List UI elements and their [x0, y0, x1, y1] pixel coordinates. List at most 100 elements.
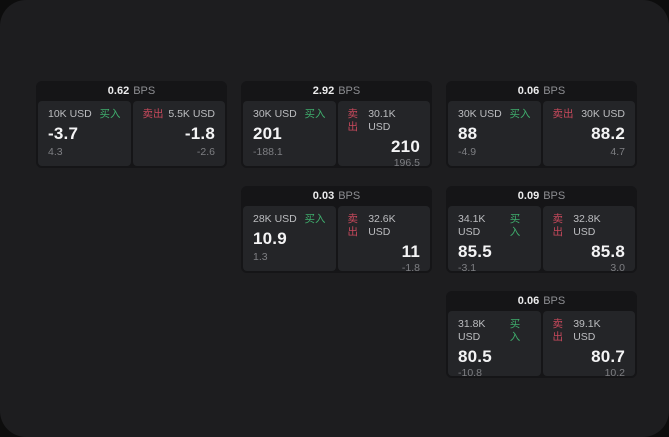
bps-header: 0.03 BPS [243, 186, 430, 206]
buy-delta: -4.9 [458, 146, 477, 158]
buy-side-label: 买入 [304, 108, 326, 120]
sell-panel[interactable]: 卖出 5.5K USD -1.8 -2.6 [132, 101, 225, 166]
sell-delta: 10.2 [604, 367, 625, 379]
sell-amount: 5.5K USD [168, 108, 215, 120]
sell-price: 210 [391, 137, 420, 156]
sell-panel-top: 卖出 30.1K USD [348, 108, 421, 134]
sell-price: -1.8 [184, 124, 215, 143]
bps-header: 0.09 BPS [448, 186, 635, 206]
sell-panel-top: 卖出 32.8K USD [553, 213, 626, 239]
bps-unit-label: BPS [338, 190, 361, 202]
quote-card: 0.62 BPS 10K USD 买入 -3.7 4.3 卖出 [36, 81, 227, 168]
bps-value: 0.09 [517, 190, 540, 202]
sell-panel-top: 卖出 5.5K USD [143, 108, 216, 121]
bps-unit-label: BPS [543, 295, 566, 307]
buy-delta: 4.3 [48, 146, 63, 158]
sell-panel[interactable]: 卖出 39.1K USD 80.7 10.2 [542, 311, 635, 379]
sell-side-label: 卖出 [552, 213, 564, 238]
buy-price: -3.7 [48, 124, 79, 143]
buy-delta: 1.3 [253, 251, 268, 263]
sell-delta: 4.7 [610, 146, 625, 158]
buy-amount: 10K USD [48, 108, 92, 120]
bps-unit-label: BPS [133, 85, 156, 97]
quote-panels: 31.8K USD 买入 80.5 -10.8 卖出 39.1K USD 80.… [448, 311, 635, 379]
buy-panel[interactable]: 30K USD 买入 88 -4.9 [448, 101, 541, 166]
sell-delta: 196.5 [393, 157, 420, 169]
quote-card: 2.92 BPS 30K USD 买入 201 -188.1 卖出 [241, 81, 432, 169]
sell-amount: 32.6K USD [368, 213, 396, 238]
buy-panel[interactable]: 31.8K USD 买入 80.5 -10.8 [448, 311, 541, 379]
sell-price: 80.7 [591, 347, 625, 366]
buy-delta: -10.8 [458, 367, 482, 379]
bps-value: 0.06 [517, 85, 540, 97]
quote-card: 0.06 BPS 31.8K USD 买入 80.5 -10.8 卖 [446, 291, 637, 379]
buy-side-label: 买入 [304, 213, 326, 225]
quote-panels: 28K USD 买入 10.9 1.3 卖出 32.6K USD 11 -1.8 [243, 206, 430, 274]
buy-amount: 31.8K USD [458, 318, 486, 343]
sell-delta: 3.0 [610, 262, 625, 274]
sell-delta: -1.8 [401, 262, 420, 274]
buy-amount: 28K USD [253, 213, 297, 225]
buy-panel[interactable]: 30K USD 买入 201 -188.1 [243, 101, 336, 166]
sell-price: 11 [401, 242, 420, 261]
quote-card: 0.09 BPS 34.1K USD 买入 85.5 -3.1 卖出 [446, 186, 637, 274]
buy-panel-top: 10K USD 买入 [48, 108, 121, 121]
buy-panel-top: 30K USD 买入 [458, 108, 531, 121]
quote-card: 0.03 BPS 28K USD 买入 10.9 1.3 卖出 [241, 186, 432, 274]
bps-header: 0.06 BPS [448, 81, 635, 101]
buy-side-label: 买入 [509, 318, 521, 343]
sell-amount: 39.1K USD [573, 318, 601, 343]
buy-panel-top: 31.8K USD 买入 [458, 318, 531, 344]
buy-amount: 30K USD [253, 108, 297, 120]
sell-side-label: 卖出 [347, 108, 359, 133]
bps-unit-label: BPS [543, 85, 566, 97]
quote-panels: 34.1K USD 买入 85.5 -3.1 卖出 32.8K USD 85.8… [448, 206, 635, 274]
sell-panel[interactable]: 卖出 32.8K USD 85.8 3.0 [542, 206, 635, 274]
bps-value: 2.92 [312, 85, 335, 97]
sell-panel-top: 卖出 39.1K USD [553, 318, 626, 344]
sell-panel-top: 卖出 32.6K USD [348, 213, 421, 239]
buy-price: 80.5 [458, 347, 492, 366]
sell-amount: 30.1K USD [368, 108, 396, 133]
buy-panel[interactable]: 28K USD 买入 10.9 1.3 [243, 206, 336, 271]
quote-panels: 10K USD 买入 -3.7 4.3 卖出 5.5K USD -1.8 -2.… [38, 101, 225, 166]
quote-grid: 0.62 BPS 10K USD 买入 -3.7 4.3 卖出 [36, 81, 637, 379]
sell-delta: -2.6 [196, 146, 215, 158]
buy-side-label: 买入 [509, 108, 531, 120]
buy-panel[interactable]: 34.1K USD 买入 85.5 -3.1 [448, 206, 541, 274]
sell-amount: 30K USD [581, 108, 625, 120]
sell-side-label: 卖出 [552, 318, 564, 343]
buy-price: 88 [458, 124, 478, 143]
sell-side-label: 卖出 [142, 108, 164, 120]
bps-header: 0.62 BPS [38, 81, 225, 101]
bps-header: 0.06 BPS [448, 291, 635, 311]
quote-panels: 30K USD 买入 88 -4.9 卖出 30K USD 88.2 4.7 [448, 101, 635, 166]
buy-panel[interactable]: 10K USD 买入 -3.7 4.3 [38, 101, 131, 166]
sell-price: 85.8 [591, 242, 625, 261]
quote-panels: 30K USD 买入 201 -188.1 卖出 30.1K USD 210 1… [243, 101, 430, 169]
sell-panel[interactable]: 卖出 32.6K USD 11 -1.8 [337, 206, 430, 274]
buy-delta: -188.1 [253, 146, 283, 158]
buy-price: 201 [253, 124, 282, 143]
buy-amount: 34.1K USD [458, 213, 486, 238]
buy-panel-top: 34.1K USD 买入 [458, 213, 531, 239]
sell-panel[interactable]: 卖出 30K USD 88.2 4.7 [542, 101, 635, 166]
buy-price: 85.5 [458, 242, 492, 261]
bps-unit-label: BPS [338, 85, 361, 97]
sell-side-label: 卖出 [552, 108, 574, 120]
sell-side-label: 卖出 [347, 213, 359, 238]
bps-value: 0.62 [107, 85, 130, 97]
sell-panel[interactable]: 卖出 30.1K USD 210 196.5 [337, 101, 430, 169]
sell-amount: 32.8K USD [573, 213, 601, 238]
quote-card: 0.06 BPS 30K USD 买入 88 -4.9 卖出 [446, 81, 637, 168]
buy-amount: 30K USD [458, 108, 502, 120]
bps-header: 2.92 BPS [243, 81, 430, 101]
bps-unit-label: BPS [543, 190, 566, 202]
bps-value: 0.06 [517, 295, 540, 307]
buy-side-label: 买入 [509, 213, 521, 238]
sell-panel-top: 卖出 30K USD [553, 108, 626, 121]
buy-delta: -3.1 [458, 262, 477, 274]
buy-side-label: 买入 [99, 108, 121, 120]
